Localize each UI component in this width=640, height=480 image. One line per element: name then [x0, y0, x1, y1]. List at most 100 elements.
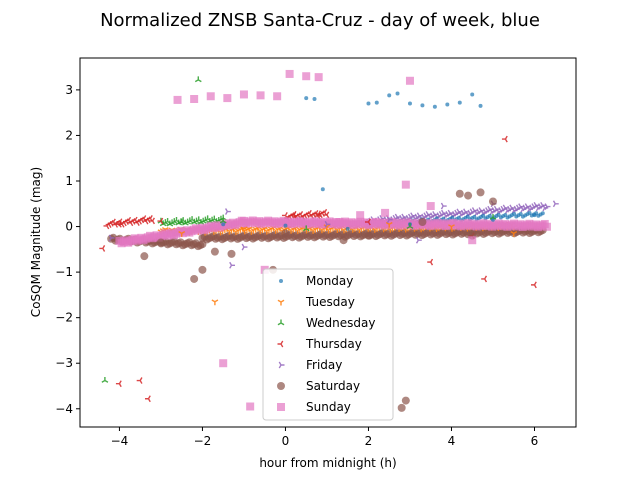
data-point	[457, 100, 462, 105]
data-point	[302, 72, 311, 81]
y-tick-label: 2	[65, 128, 73, 142]
legend-label: Thursday	[305, 337, 362, 351]
x-tick-label: 2	[365, 434, 373, 448]
data-point	[115, 220, 122, 228]
band-marker	[496, 212, 501, 217]
y-axis-label: CoSQM Magnitude (mag)	[29, 167, 43, 317]
legend-marker	[277, 403, 285, 411]
band-marker	[544, 203, 551, 210]
data-point	[108, 234, 115, 242]
band-marker	[512, 211, 517, 216]
data-point	[432, 104, 437, 109]
x-axis: −4 −2 0 2 4 6	[111, 427, 538, 448]
data-point	[476, 188, 485, 197]
data-point	[229, 261, 235, 269]
data-point	[211, 299, 219, 306]
x-axis-label: hour from midnight (h)	[259, 456, 396, 470]
data-point	[339, 236, 348, 245]
data-point	[401, 180, 410, 189]
data-point	[324, 220, 331, 228]
data-point	[364, 218, 371, 226]
data-point	[221, 222, 226, 227]
data-point	[552, 200, 559, 208]
y-tick-label: −1	[55, 265, 73, 279]
data-point	[224, 208, 231, 215]
data-point	[418, 218, 427, 226]
data-point	[285, 69, 294, 78]
data-point	[312, 97, 317, 101]
band-marker	[149, 217, 155, 225]
data-point	[401, 396, 410, 405]
data-point	[488, 197, 497, 206]
band-marker	[503, 212, 508, 217]
data-point	[198, 265, 207, 274]
data-point	[194, 76, 202, 83]
data-point	[530, 281, 537, 289]
data-point	[190, 95, 199, 103]
data-point	[219, 217, 227, 224]
band-marker	[465, 214, 470, 219]
data-point	[381, 208, 390, 217]
data-point	[273, 92, 282, 101]
band-marker	[450, 215, 455, 220]
points-layer	[99, 69, 559, 412]
data-point	[478, 103, 483, 108]
band-marker	[542, 222, 551, 231]
plot-border	[79, 57, 577, 428]
data-point	[397, 403, 406, 412]
data-point	[227, 249, 236, 258]
data-point	[314, 73, 323, 82]
legend-label: Saturday	[306, 379, 360, 393]
legend-label: Tuesday	[305, 295, 355, 309]
data-point	[501, 135, 508, 143]
data-point	[356, 211, 365, 220]
data-point	[156, 238, 165, 247]
data-point	[157, 217, 164, 225]
data-point	[366, 101, 371, 106]
data-point	[315, 210, 322, 218]
data-point	[178, 218, 186, 225]
legend-marker	[277, 340, 284, 348]
data-point	[115, 380, 122, 388]
data-point	[140, 252, 149, 261]
data-point	[364, 231, 373, 240]
data-point	[426, 202, 435, 211]
y-tick-label: −4	[55, 402, 73, 416]
data-point	[99, 245, 106, 252]
data-point	[385, 221, 393, 228]
band-marker	[456, 215, 461, 220]
data-point	[481, 275, 488, 283]
data-point	[387, 93, 392, 98]
data-point	[144, 395, 151, 403]
data-point	[374, 100, 379, 105]
x-tick-label: 4	[448, 434, 456, 448]
data-point	[448, 224, 455, 231]
data-point	[241, 243, 248, 251]
legend: Monday Tuesday Wednesday Thursday Friday Satu…	[262, 268, 394, 421]
y-tick-label: −3	[55, 356, 73, 370]
y-tick-label: −2	[55, 311, 73, 325]
data-point	[440, 202, 447, 210]
data-point	[420, 103, 425, 108]
data-point	[405, 76, 414, 85]
data-point	[283, 223, 288, 228]
y-tick-label: 1	[65, 174, 73, 188]
data-point	[240, 226, 248, 233]
data-point	[219, 359, 228, 368]
data-point	[510, 231, 518, 237]
data-point	[173, 95, 182, 104]
y-axis: −4 −3 −2 −1 0 1 2 3	[55, 83, 80, 416]
data-point	[320, 187, 325, 192]
band-marker	[540, 211, 545, 216]
data-point	[415, 236, 422, 244]
data-point	[406, 223, 414, 229]
data-point	[302, 225, 310, 232]
data-point	[455, 189, 464, 198]
legend-box	[262, 268, 394, 421]
legend-label: Sunday	[306, 400, 351, 414]
x-tick-label: −4	[111, 434, 129, 448]
data-point	[210, 247, 219, 256]
chart-title: Normalized ZNSB Santa-Cruz - day of week…	[100, 10, 540, 31]
legend-marker	[277, 299, 285, 306]
